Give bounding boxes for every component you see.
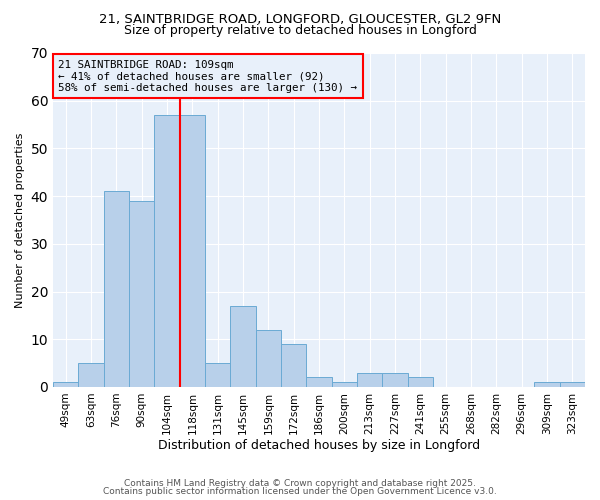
Bar	[154, 115, 179, 387]
Bar	[179, 115, 205, 387]
Bar	[104, 192, 129, 387]
Bar	[256, 330, 281, 387]
Bar	[129, 201, 154, 387]
Text: Size of property relative to detached houses in Longford: Size of property relative to detached ho…	[124, 24, 476, 37]
Bar	[205, 363, 230, 387]
Bar	[230, 306, 256, 387]
Bar	[332, 382, 357, 387]
X-axis label: Distribution of detached houses by size in Longford: Distribution of detached houses by size …	[158, 440, 480, 452]
Bar	[357, 372, 382, 387]
Bar	[53, 382, 79, 387]
Bar	[382, 372, 407, 387]
Bar	[79, 363, 104, 387]
Bar	[407, 378, 433, 387]
Bar	[307, 378, 332, 387]
Text: 21, SAINTBRIDGE ROAD, LONGFORD, GLOUCESTER, GL2 9FN: 21, SAINTBRIDGE ROAD, LONGFORD, GLOUCEST…	[99, 12, 501, 26]
Y-axis label: Number of detached properties: Number of detached properties	[15, 132, 25, 308]
Text: 21 SAINTBRIDGE ROAD: 109sqm
← 41% of detached houses are smaller (92)
58% of sem: 21 SAINTBRIDGE ROAD: 109sqm ← 41% of det…	[58, 60, 358, 93]
Bar	[560, 382, 585, 387]
Bar	[535, 382, 560, 387]
Text: Contains public sector information licensed under the Open Government Licence v3: Contains public sector information licen…	[103, 487, 497, 496]
Bar	[281, 344, 307, 387]
Text: Contains HM Land Registry data © Crown copyright and database right 2025.: Contains HM Land Registry data © Crown c…	[124, 478, 476, 488]
